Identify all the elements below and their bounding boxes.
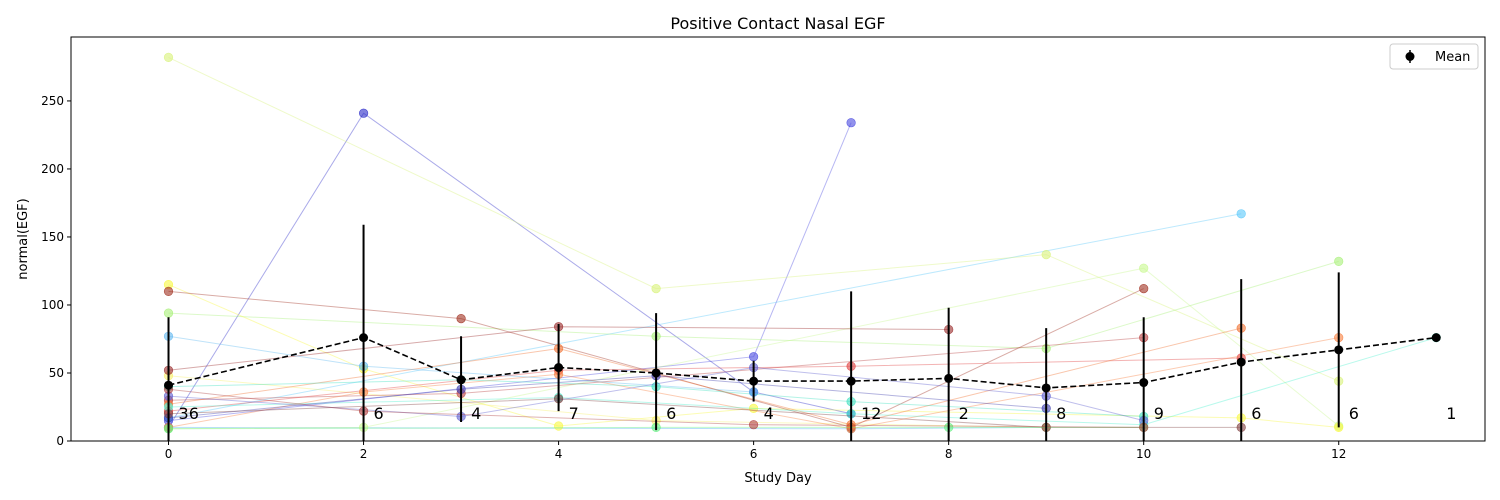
x-tick-label: 0 — [165, 447, 173, 461]
mean-point — [1041, 383, 1051, 393]
subject-line — [168, 213, 1242, 419]
subject-point — [163, 286, 174, 297]
count-label: 9 — [1154, 404, 1164, 423]
subject-point — [1041, 250, 1051, 260]
mean-point — [164, 380, 174, 390]
subject-point — [748, 403, 759, 414]
x-axis: 0 2 4 6 8 10 12 — [165, 441, 1346, 461]
legend: Mean — [1389, 43, 1479, 70]
count-label: 36 — [179, 404, 199, 423]
subject-point — [748, 420, 759, 430]
y-tick-label: 150 — [41, 230, 64, 244]
x-tick-label: 2 — [360, 447, 368, 461]
count-label: 4 — [471, 404, 481, 423]
subject-point — [359, 108, 369, 118]
count-label: 7 — [569, 404, 579, 423]
y-tick-label: 200 — [41, 162, 64, 176]
subject-point — [1236, 209, 1246, 219]
legend-box — [1389, 43, 1479, 70]
mean-point — [1334, 345, 1344, 355]
x-tick-label: 6 — [750, 447, 758, 461]
subject-point — [651, 284, 661, 294]
subject-point — [1139, 284, 1149, 294]
x-tick-label: 12 — [1331, 447, 1346, 461]
mean-point — [554, 363, 564, 373]
subject-series — [163, 52, 1344, 386]
count-label: 1 — [1446, 404, 1456, 423]
count-label: 12 — [861, 404, 881, 423]
subject-point — [846, 118, 856, 128]
subject-line — [168, 112, 852, 428]
mean-point — [1139, 378, 1149, 388]
y-axis: 0 50 100 150 200 250 — [41, 94, 71, 448]
count-label: 8 — [1056, 404, 1066, 423]
chart-title: Positive Contact Nasal EGF — [670, 14, 885, 33]
y-tick-label: 50 — [49, 366, 64, 380]
y-axis-title: normal(EGF) — [16, 198, 31, 279]
plot-area-frame — [70, 36, 1486, 442]
subject-line — [168, 56, 1339, 382]
x-axis-title: Study Day — [744, 471, 812, 486]
mean-point — [749, 376, 759, 386]
subject-point — [1139, 263, 1149, 273]
count-label: 6 — [666, 404, 676, 423]
count-label: 6 — [1251, 404, 1261, 423]
mean-point — [846, 376, 856, 386]
mean-point — [359, 333, 369, 343]
count-label: 6 — [374, 404, 384, 423]
count-labels: 36 6 4 7 6 4 12 2 8 9 6 6 1 — [179, 404, 1457, 423]
count-label: 6 — [1349, 404, 1359, 423]
x-tick-label: 8 — [945, 447, 953, 461]
y-tick-label: 0 — [56, 434, 64, 448]
subject-point — [456, 314, 466, 324]
mean-point — [944, 373, 954, 383]
mean-point — [1431, 333, 1441, 343]
subject-point — [163, 52, 174, 63]
x-tick-label: 4 — [555, 447, 563, 461]
legend-mean-label: Mean — [1435, 50, 1470, 65]
y-tick-label: 100 — [41, 298, 64, 312]
mean-point — [1236, 357, 1246, 367]
y-tick-label: 250 — [41, 94, 64, 108]
count-label: 2 — [959, 404, 969, 423]
subject-point — [163, 308, 174, 318]
count-label: 4 — [764, 404, 774, 423]
subject-point — [553, 421, 564, 431]
mean-point — [456, 375, 466, 385]
mean-series — [164, 224, 1441, 441]
x-tick-label: 10 — [1136, 447, 1151, 461]
subject-point — [748, 352, 759, 362]
subject-point — [1334, 256, 1344, 267]
legend-mean-marker — [1405, 52, 1415, 61]
mean-point — [651, 368, 661, 378]
